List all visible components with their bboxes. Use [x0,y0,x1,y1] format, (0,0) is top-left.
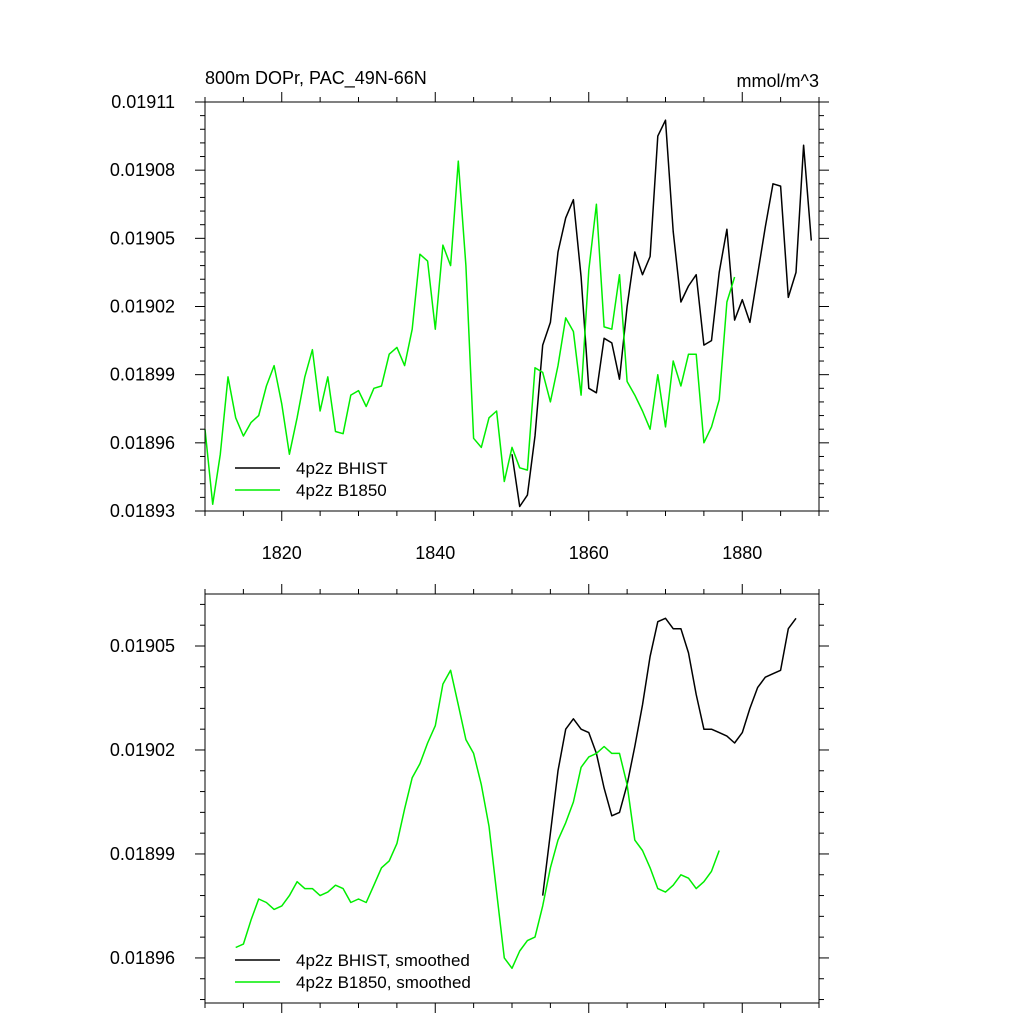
bottom-panel-legend: 4p2z BHIST, smoothed 4p2z B1850, smoothe… [235,951,471,992]
bottom-y-tick-label: 0.01905 [110,636,175,656]
legend-label-b1850: 4p2z B1850 [296,481,387,500]
bottom-panel: 0.01896 0.01899 0.01902 0.01905 4p2z BHIST,… [110,584,829,1013]
bottom-series-line-b1850 [235,669,720,970]
top-series-line-b1850 [204,160,736,505]
bottom-y-tick-label: 0.01902 [110,740,175,760]
top-y-tick-label: 0.01905 [110,228,175,248]
legend-label-b1850-smoothed: 4p2z B1850, smoothed [296,973,471,992]
top-panel-legend: 4p2z BHIST 4p2z B1850 [235,459,388,500]
top-x-tick-label: 1820 [262,543,302,563]
top-panel-ticks: 1820 1840 1860 1880 0.01893 0.01896 0.01899 0.0… [110,92,829,563]
top-x-tick-label: 1880 [722,543,762,563]
legend-label-bhist-smoothed: 4p2z BHIST, smoothed [296,951,470,970]
top-x-tick-label: 1840 [415,543,455,563]
top-y-tick-label: 0.01899 [110,365,175,385]
top-series-line-bhist [511,119,813,508]
top-panel-units: mmol/m^3 [737,71,819,91]
bottom-panel-series [235,617,797,970]
bottom-series-line-bhist [541,617,797,896]
top-plot-frame [204,101,820,512]
bottom-panel-ticks: 0.01896 0.01899 0.01902 0.01905 [110,584,829,1013]
top-y-tick-label: 0.01908 [110,160,175,180]
top-panel-series [204,119,813,508]
top-y-tick-label: 0.01896 [110,433,175,453]
top-panel-title: 800m DOPr, PAC_49N-66N [205,68,427,89]
bottom-y-tick-label: 0.01899 [110,844,175,864]
top-y-tick-label: 0.01902 [110,297,175,317]
top-y-tick-label: 0.01893 [110,501,175,521]
top-y-tick-label: 0.01911 [111,92,175,112]
legend-label-bhist: 4p2z BHIST [296,459,388,478]
bottom-plot-frame [204,593,820,1004]
top-panel: 800m DOPr, PAC_49N-66N mmol/m^3 1820 1840… [110,68,829,563]
top-x-tick-label: 1860 [569,543,609,563]
bottom-y-tick-label: 0.01896 [110,948,175,968]
